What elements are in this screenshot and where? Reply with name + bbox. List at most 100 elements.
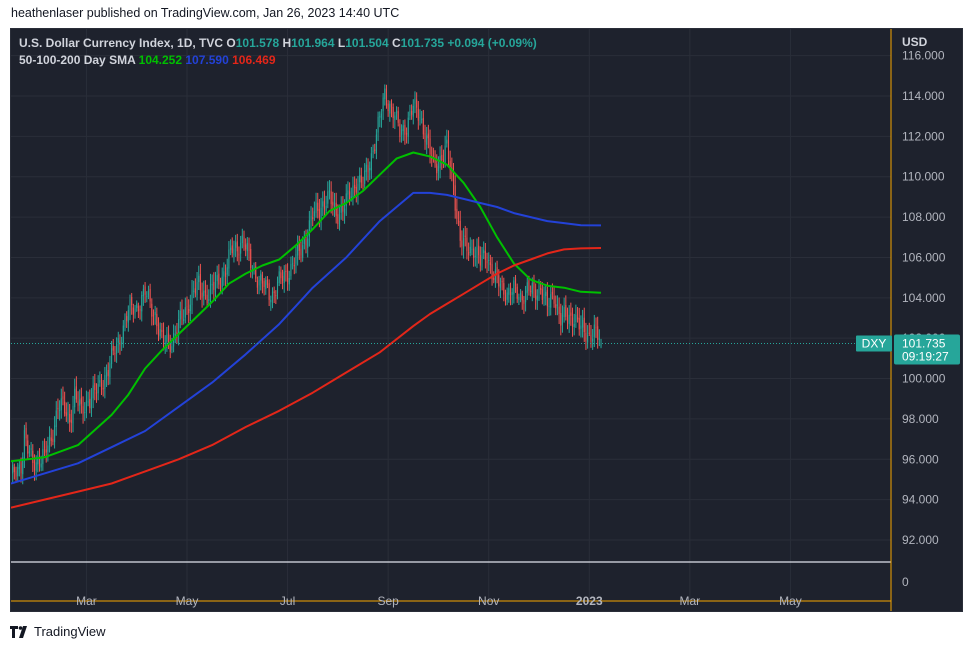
candle-body[interactable] bbox=[179, 310, 181, 320]
candle-body[interactable] bbox=[223, 271, 225, 277]
candle-body[interactable] bbox=[313, 211, 315, 217]
candle-body[interactable] bbox=[520, 292, 522, 295]
candle-body[interactable] bbox=[37, 458, 39, 465]
candle-body[interactable] bbox=[511, 292, 513, 295]
candle-body[interactable] bbox=[488, 259, 490, 262]
candle-body[interactable] bbox=[255, 266, 257, 279]
candle-body[interactable] bbox=[43, 446, 46, 448]
candle-body[interactable] bbox=[464, 235, 466, 237]
candle-body[interactable] bbox=[476, 247, 478, 259]
candle-body[interactable] bbox=[504, 294, 507, 302]
candle-body[interactable] bbox=[119, 340, 121, 346]
candle-body[interactable] bbox=[315, 202, 317, 213]
candle-body[interactable] bbox=[328, 190, 331, 193]
candle-body[interactable] bbox=[116, 343, 118, 354]
candle-body[interactable] bbox=[441, 154, 443, 161]
candle-body[interactable] bbox=[152, 315, 155, 317]
candle-body[interactable] bbox=[188, 309, 190, 314]
candle-body[interactable] bbox=[471, 248, 473, 250]
candle-body[interactable] bbox=[25, 427, 27, 439]
candle-body[interactable] bbox=[369, 168, 371, 171]
candle-body[interactable] bbox=[52, 438, 54, 442]
candle-body[interactable] bbox=[194, 288, 196, 294]
candle-body[interactable] bbox=[90, 397, 93, 409]
candle-body[interactable] bbox=[144, 286, 146, 295]
candle-body[interactable] bbox=[556, 304, 558, 307]
candle-body[interactable] bbox=[196, 282, 198, 296]
candle-body[interactable] bbox=[312, 217, 314, 219]
candle-body[interactable] bbox=[484, 251, 486, 261]
candle-body[interactable] bbox=[253, 267, 255, 269]
candle-body[interactable] bbox=[268, 283, 270, 300]
candle-body[interactable] bbox=[327, 191, 329, 204]
candle-body[interactable] bbox=[406, 133, 408, 135]
candle-body[interactable] bbox=[587, 335, 589, 343]
candle-body[interactable] bbox=[392, 106, 394, 119]
candle-body[interactable] bbox=[298, 244, 300, 251]
candle-body[interactable] bbox=[437, 165, 439, 172]
candle-body[interactable] bbox=[137, 305, 139, 312]
candle-body[interactable] bbox=[13, 467, 15, 472]
candle-body[interactable] bbox=[540, 287, 542, 290]
candle-body[interactable] bbox=[15, 470, 17, 477]
candle-body[interactable] bbox=[95, 392, 98, 394]
candle-body[interactable] bbox=[457, 221, 460, 223]
candle-body[interactable] bbox=[551, 291, 553, 295]
candle-body[interactable] bbox=[493, 278, 495, 280]
candle-body[interactable] bbox=[209, 283, 212, 301]
candle-body[interactable] bbox=[553, 295, 555, 304]
candle-body[interactable] bbox=[541, 289, 543, 301]
candle-body[interactable] bbox=[508, 288, 510, 295]
candle-body[interactable] bbox=[141, 294, 143, 312]
candle-body[interactable] bbox=[463, 238, 465, 249]
candle-body[interactable] bbox=[162, 329, 165, 342]
candle-body[interactable] bbox=[49, 435, 51, 445]
candle-body[interactable] bbox=[33, 461, 36, 471]
candle-body[interactable] bbox=[422, 118, 424, 135]
candle-body[interactable] bbox=[129, 298, 131, 311]
candle-body[interactable] bbox=[54, 425, 56, 443]
candle-body[interactable] bbox=[72, 405, 74, 424]
candle-body[interactable] bbox=[278, 271, 280, 283]
candle-body[interactable] bbox=[99, 380, 101, 383]
candle-body[interactable] bbox=[281, 275, 284, 281]
candle-body[interactable] bbox=[102, 388, 104, 390]
candle-body[interactable] bbox=[483, 249, 485, 253]
candle-body[interactable] bbox=[395, 110, 398, 114]
candle-body[interactable] bbox=[156, 313, 158, 327]
candle-body[interactable] bbox=[231, 245, 233, 254]
candle-body[interactable] bbox=[474, 255, 476, 257]
candle-body[interactable] bbox=[142, 288, 144, 297]
candle-body[interactable] bbox=[342, 205, 344, 212]
candle-body[interactable] bbox=[218, 273, 220, 285]
candle-body[interactable] bbox=[174, 334, 176, 336]
candle-body[interactable] bbox=[154, 311, 156, 315]
candle-body[interactable] bbox=[233, 248, 235, 256]
candle-body[interactable] bbox=[382, 97, 384, 112]
candle-body[interactable] bbox=[486, 260, 488, 264]
candle-body[interactable] bbox=[109, 363, 111, 378]
candle-body[interactable] bbox=[263, 281, 265, 287]
candle-body[interactable] bbox=[22, 457, 24, 475]
candle-body[interactable] bbox=[550, 294, 552, 308]
candle-body[interactable] bbox=[147, 290, 149, 296]
candle-body[interactable] bbox=[372, 150, 374, 153]
candle-body[interactable] bbox=[203, 290, 205, 297]
candle-body[interactable] bbox=[578, 317, 580, 330]
candle-body[interactable] bbox=[459, 220, 461, 241]
candle-body[interactable] bbox=[546, 289, 548, 307]
candle-body[interactable] bbox=[377, 116, 379, 133]
candle-body[interactable] bbox=[246, 242, 248, 252]
candle-body[interactable] bbox=[23, 430, 25, 459]
candle-body[interactable] bbox=[473, 248, 475, 259]
candle-body[interactable] bbox=[479, 255, 481, 266]
candle-body[interactable] bbox=[146, 295, 148, 297]
candle-body[interactable] bbox=[352, 185, 354, 199]
candle-body[interactable] bbox=[548, 305, 550, 307]
candle-body[interactable] bbox=[402, 125, 404, 132]
candle-body[interactable] bbox=[407, 117, 409, 137]
candle-body[interactable] bbox=[481, 255, 483, 268]
candle-body[interactable] bbox=[213, 281, 215, 290]
candle-body[interactable] bbox=[168, 333, 170, 341]
candle-body[interactable] bbox=[20, 462, 22, 474]
